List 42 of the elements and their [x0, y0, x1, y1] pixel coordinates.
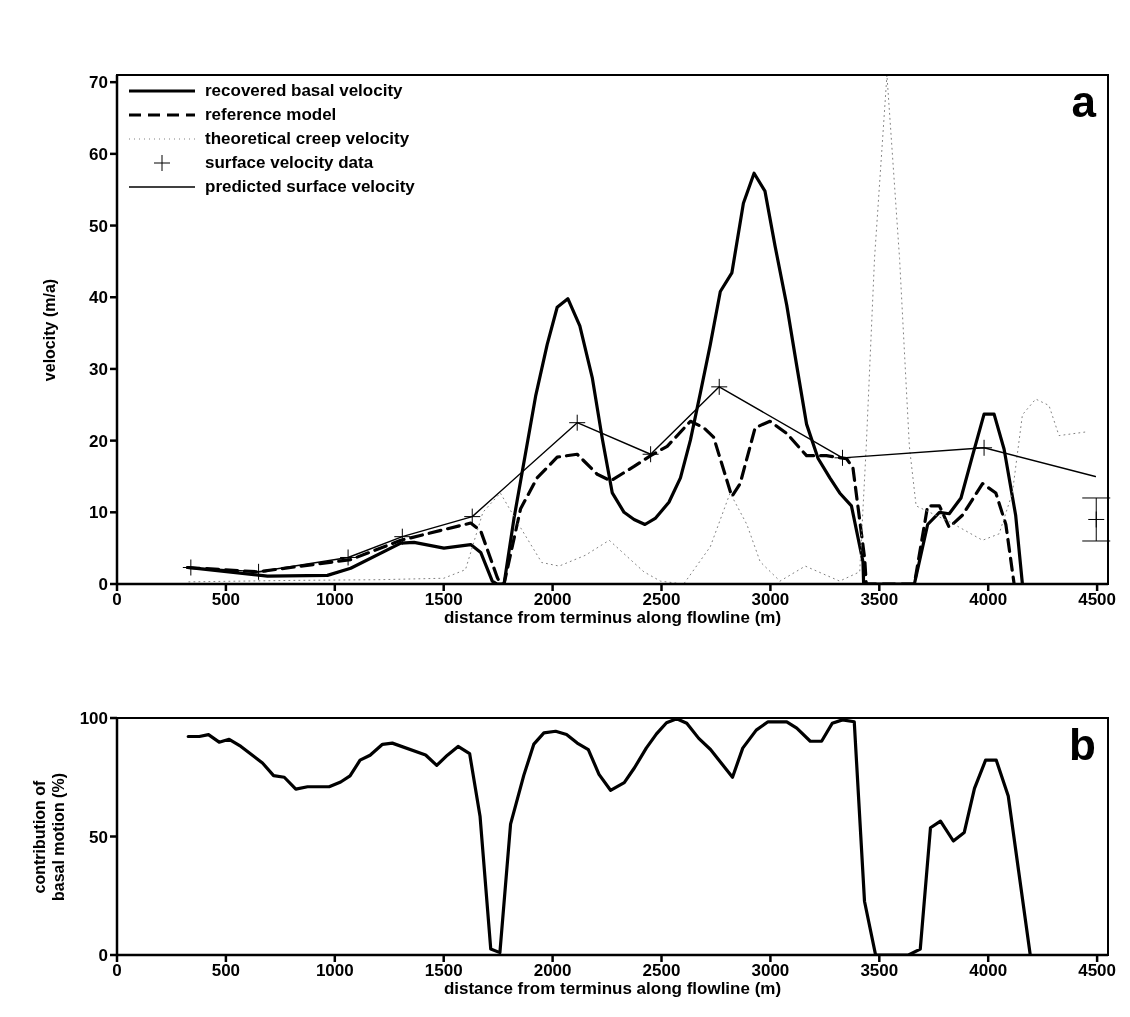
- x-tick-label: 4000: [969, 590, 1008, 610]
- x-tick-label: 2000: [533, 590, 572, 610]
- x-tick-label: 3500: [860, 961, 899, 981]
- y-tick-label: 40: [89, 288, 108, 308]
- legend-label: predicted surface velocity: [205, 177, 415, 197]
- y-tick-label: 50: [89, 216, 108, 236]
- y-tick-label: 100: [79, 709, 108, 729]
- y-tick-label: 0: [98, 946, 108, 966]
- y-tick-label: 10: [89, 503, 108, 523]
- x-tick-label: 500: [211, 590, 241, 610]
- x-tick-label: 500: [211, 961, 241, 981]
- x-tick-label: 1000: [315, 590, 354, 610]
- x-tick-label: 2000: [533, 961, 572, 981]
- x-tick-label: 2500: [642, 590, 681, 610]
- y-tick-label: 20: [89, 431, 108, 451]
- x-tick-label: 2500: [642, 961, 681, 981]
- x-tick-label: 3000: [751, 961, 790, 981]
- x-tick-label: 0: [112, 961, 122, 981]
- x-tick-label: 4500: [1078, 961, 1117, 981]
- x-tick-label: 1000: [315, 961, 354, 981]
- x-axis-title: distance from terminus along flowline (m): [442, 608, 783, 628]
- x-tick-label: 3500: [860, 590, 899, 610]
- y-tick-label: 30: [89, 359, 108, 379]
- x-tick-label: 1500: [424, 961, 463, 981]
- annotation: a: [1071, 77, 1096, 127]
- legend-label: surface velocity data: [205, 153, 374, 173]
- x-tick-label: 3000: [751, 590, 790, 610]
- y-tick-label: 50: [89, 827, 108, 847]
- y-axis-title: velocity (m/a): [38, 278, 58, 381]
- x-tick-label: 1500: [424, 590, 463, 610]
- x-tick-label: 0: [112, 590, 122, 610]
- legend-label: reference model: [205, 105, 337, 125]
- y-tick-label: 0: [98, 575, 108, 595]
- x-tick-label: 4000: [969, 961, 1008, 981]
- annotation: b: [1069, 720, 1096, 770]
- legend-label: recovered basal velocity: [205, 81, 403, 101]
- y-axis-title: contribution of basal motion (%): [29, 771, 67, 903]
- y-tick-label: 60: [89, 144, 108, 164]
- x-axis-title: distance from terminus along flowline (m): [442, 979, 783, 999]
- y-tick-label: 70: [89, 73, 108, 93]
- x-tick-label: 4500: [1078, 590, 1117, 610]
- legend-label: theoretical creep velocity: [205, 129, 410, 149]
